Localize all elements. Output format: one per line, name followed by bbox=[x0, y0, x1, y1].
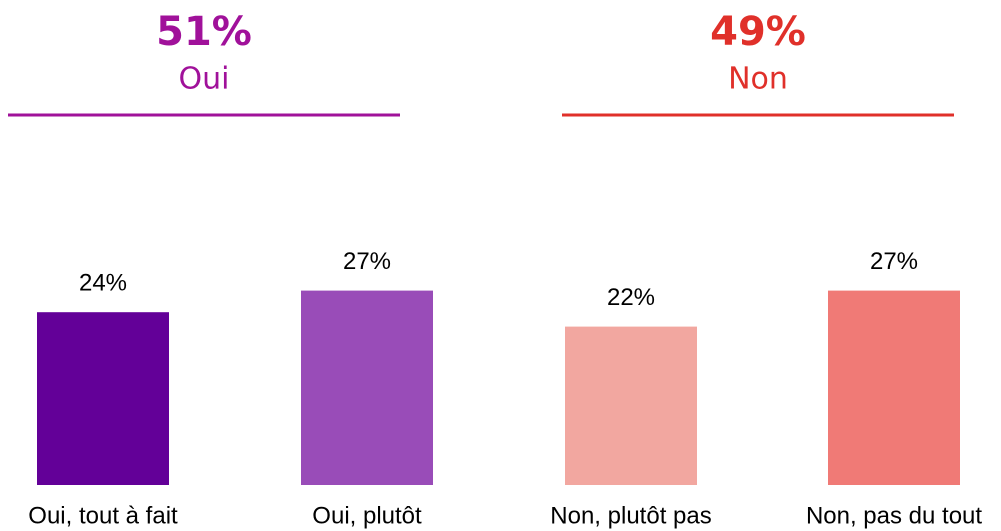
category-label: Non, pas du tout bbox=[806, 502, 982, 529]
category-label: Oui, tout à fait bbox=[28, 502, 178, 529]
value-label: 24% bbox=[79, 270, 127, 297]
bar bbox=[565, 326, 697, 485]
value-label: 27% bbox=[343, 248, 391, 275]
category-label: Non, plutôt pas bbox=[550, 502, 711, 529]
bar bbox=[828, 290, 960, 485]
group-percent: 49% bbox=[710, 9, 806, 55]
group-name: Oui bbox=[179, 62, 230, 97]
category-label: Oui, plutôt bbox=[312, 502, 422, 529]
group-percent: 51% bbox=[156, 9, 252, 55]
value-label: 22% bbox=[607, 284, 655, 311]
bar bbox=[301, 290, 433, 485]
group-name: Non bbox=[728, 62, 788, 97]
value-label: 27% bbox=[870, 248, 918, 275]
bar bbox=[37, 312, 169, 485]
